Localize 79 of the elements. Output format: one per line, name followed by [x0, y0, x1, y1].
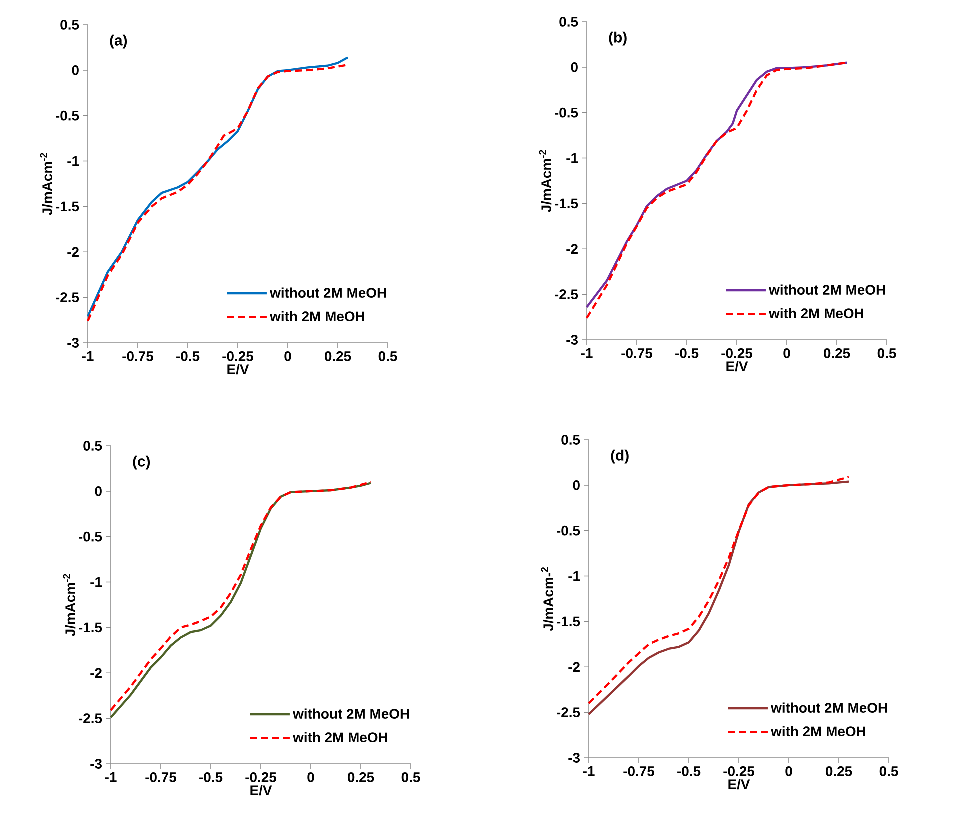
- x-tick-label: 0.5: [878, 348, 896, 358]
- y-tick-label: -1: [566, 153, 578, 164]
- x-tick-label: -0.75: [146, 772, 177, 782]
- y-axis-title: J/mAcm$^{-2}$: [40, 153, 53, 216]
- y-tick-label: -1: [90, 577, 102, 588]
- legend-label: without 2M MeOH: [771, 702, 888, 714]
- y-tick-label: -2: [568, 662, 580, 672]
- x-tick-label: -0.25: [724, 766, 755, 776]
- x-tick-label: 0.25: [824, 348, 850, 358]
- x-tick-label: -0.75: [624, 766, 655, 776]
- x-tick-label: 0: [784, 348, 790, 358]
- x-axis-title: E/V: [728, 779, 750, 790]
- legend-label: with 2M MeOH: [270, 311, 364, 322]
- y-tick-label: 0.5: [60, 20, 80, 30]
- x-tick-label: 0: [308, 772, 314, 782]
- y-tick-label: 0.5: [560, 17, 578, 27]
- y-tick-label: -1.5: [79, 622, 102, 633]
- y-tick-label: -0.5: [56, 110, 80, 121]
- x-tick-label: -0.5: [200, 772, 223, 782]
- x-tick-label: -0.25: [246, 772, 277, 782]
- x-tick-label: -1: [583, 766, 595, 776]
- x-tick-label: 0: [786, 766, 792, 776]
- x-tick-label: 0.25: [348, 772, 374, 782]
- y-tick-label: -1.5: [56, 202, 80, 212]
- y-tick-label: -2: [68, 247, 79, 258]
- y-tick-label: -2.5: [56, 292, 80, 303]
- y-tick-label: -2: [90, 668, 102, 678]
- legend-label: with 2M MeOH: [293, 732, 388, 743]
- y-tick-label: -2.5: [79, 714, 102, 724]
- y-tick-label: 0: [571, 62, 578, 72]
- x-tick-label: -0.5: [176, 351, 200, 362]
- x-tick-label: -0.75: [122, 351, 154, 362]
- x-tick-label: 0.25: [324, 351, 352, 362]
- legend-label: without 2M MeOH: [270, 288, 386, 298]
- x-tick-label: -0.5: [678, 766, 701, 776]
- y-tick-label: -2.5: [557, 708, 580, 718]
- x-tick-label: 0: [284, 351, 292, 362]
- annotation: (c): [133, 456, 150, 470]
- x-tick-label: 0.25: [826, 766, 852, 776]
- annotation: (b): [609, 32, 627, 46]
- y-tick-label: 0.5: [84, 441, 102, 451]
- legend-label: with 2M MeOH: [771, 726, 866, 737]
- annotation: (d): [611, 450, 629, 464]
- x-tick-label: -0.25: [722, 348, 753, 358]
- legend-label: without 2M MeOH: [769, 284, 886, 295]
- y-tick-label: -1.5: [555, 198, 578, 209]
- y-tick-label: 0: [573, 480, 580, 490]
- y-tick-label: -3: [68, 338, 79, 348]
- x-tick-label: -1: [581, 348, 593, 358]
- y-tick-label: -2: [566, 244, 578, 254]
- y-tick-label: -0.5: [555, 108, 578, 118]
- x-tick-label: -0.25: [222, 351, 254, 362]
- y-tick-label: -1.5: [557, 616, 580, 627]
- y-tick-label: -2.5: [555, 290, 578, 300]
- y-tick-label: -0.5: [557, 526, 580, 536]
- y-axis-title: J/mAcm$^{-2}$: [63, 574, 76, 636]
- y-tick-label: 0: [95, 486, 102, 496]
- y-tick-label: -0.5: [79, 532, 102, 542]
- y-tick-label: -3: [566, 335, 578, 345]
- x-axis-title: E/V: [228, 364, 250, 375]
- y-tick-label: 0.5: [562, 435, 580, 445]
- x-tick-label: -0.5: [676, 348, 699, 358]
- y-axis-title: J/mAcm-$^{2}$: [541, 567, 554, 632]
- y-tick-label: -1: [68, 156, 80, 166]
- x-axis-title: E/V: [726, 361, 748, 372]
- y-tick-label: -3: [568, 753, 580, 763]
- annotation: (a): [110, 34, 128, 49]
- y-axis-title: J/mAcm$^{-2}$: [539, 150, 552, 212]
- y-tick-label: -3: [90, 759, 102, 769]
- x-axis-title: E/V: [250, 785, 272, 796]
- legend-label: with 2M MeOH: [769, 308, 864, 319]
- y-tick-label: -1: [568, 571, 580, 582]
- x-tick-label: -1: [105, 772, 117, 782]
- x-tick-label: -0.75: [622, 348, 653, 358]
- x-tick-label: 0.5: [402, 772, 420, 782]
- x-tick-label: 0.5: [378, 351, 398, 362]
- x-tick-label: 0.5: [880, 766, 898, 776]
- legend-label: without 2M MeOH: [293, 708, 410, 720]
- y-tick-label: 0: [72, 65, 79, 76]
